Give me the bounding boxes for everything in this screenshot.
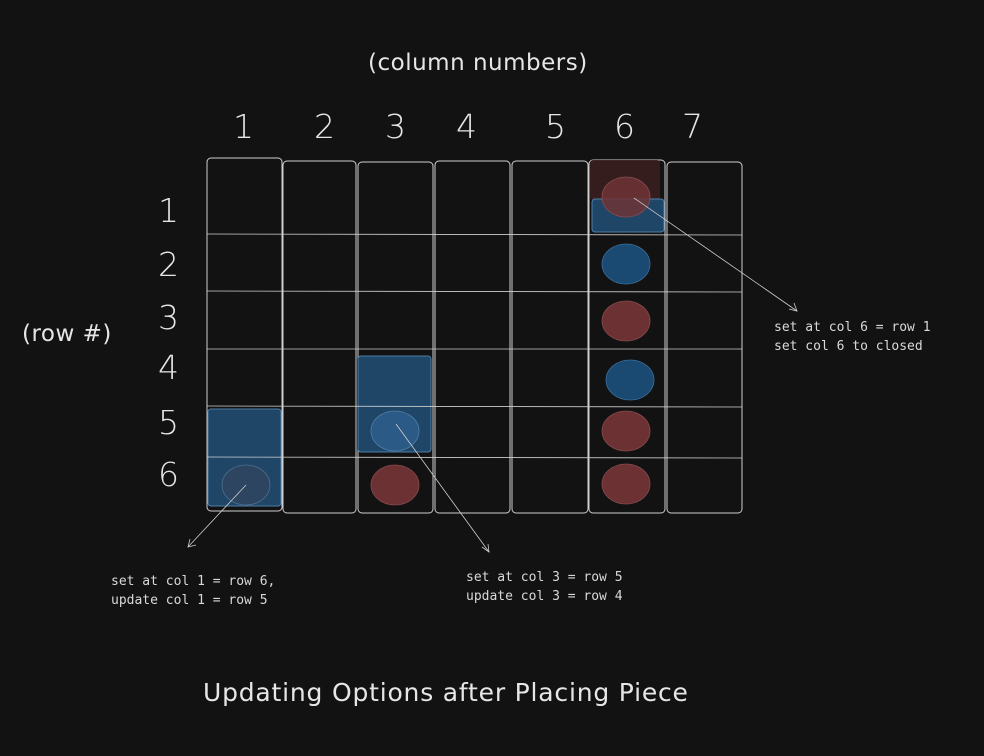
arrows — [187, 197, 798, 553]
column-2-outline — [282, 160, 357, 514]
column-7-outline — [666, 161, 743, 514]
column-number-1: 1 — [233, 107, 254, 146]
column-4-outline — [434, 160, 511, 514]
column-number-5: 5 — [545, 107, 566, 146]
arrow-col1 — [187, 484, 247, 548]
diagram-caption: Updating Options after Placing Piece — [203, 678, 689, 707]
note-col3-line2: update col 3 = row 4 — [466, 589, 623, 604]
row-number-3: 3 — [158, 298, 179, 337]
piece-col3-row6-red — [370, 464, 420, 506]
piece-col6-row3-red — [601, 300, 651, 342]
row-line-5 — [206, 456, 743, 459]
arrow-col1-head — [187, 538, 197, 548]
piece-col6-row6-red — [601, 463, 651, 505]
note-col1-line2: update col 1 = row 5 — [111, 593, 268, 608]
row-number-4: 4 — [158, 348, 179, 387]
column-3-outline — [357, 161, 434, 514]
row-number-1: 1 — [158, 191, 179, 230]
arrow-col3-head — [481, 543, 490, 553]
note-col6-line1: set at col 6 = row 1 — [774, 320, 931, 335]
row-line-1 — [206, 233, 743, 236]
pieces — [221, 176, 655, 506]
column-outlines — [206, 157, 743, 514]
piece-col6-row4-blue — [605, 359, 655, 401]
piece-col6-row1-red — [601, 176, 651, 218]
arrow-col6 — [633, 197, 798, 312]
note-col3: set at col 3 = row 5 update col 3 = row … — [466, 568, 623, 606]
column-number-4: 4 — [456, 107, 477, 146]
note-col1: set at col 1 = row 6, update col 1 = row… — [111, 572, 275, 610]
column-1-outline — [206, 157, 283, 512]
column-number-7: 7 — [682, 107, 703, 146]
row-number-6: 6 — [158, 455, 179, 494]
row-number-2: 2 — [158, 245, 179, 284]
note-col6: set at col 6 = row 1 set col 6 to closed — [774, 318, 931, 356]
row-numbers-title: (row #) — [22, 321, 112, 347]
note-col3-line1: set at col 3 = row 5 — [466, 570, 623, 585]
note-col6-line2: set col 6 to closed — [774, 339, 923, 354]
row-lines — [206, 233, 743, 459]
piece-col3-row5-blue — [370, 410, 420, 452]
column-numbers-title: (column numbers) — [368, 50, 588, 76]
highlight-blocks — [207, 160, 665, 507]
column-number-2: 2 — [314, 107, 335, 146]
column-number-3: 3 — [385, 107, 406, 146]
row-line-4 — [206, 405, 743, 408]
arrow-col3 — [395, 423, 490, 553]
row-line-2 — [206, 290, 743, 293]
column-number-6: 6 — [614, 107, 635, 146]
column-5-outline — [511, 160, 589, 514]
piece-col6-row5-red — [601, 410, 651, 452]
row-number-5: 5 — [158, 403, 179, 442]
arrow-col6-head — [788, 302, 798, 312]
note-col1-line1: set at col 1 = row 6, — [111, 574, 276, 589]
piece-col6-row2-blue — [601, 243, 651, 285]
